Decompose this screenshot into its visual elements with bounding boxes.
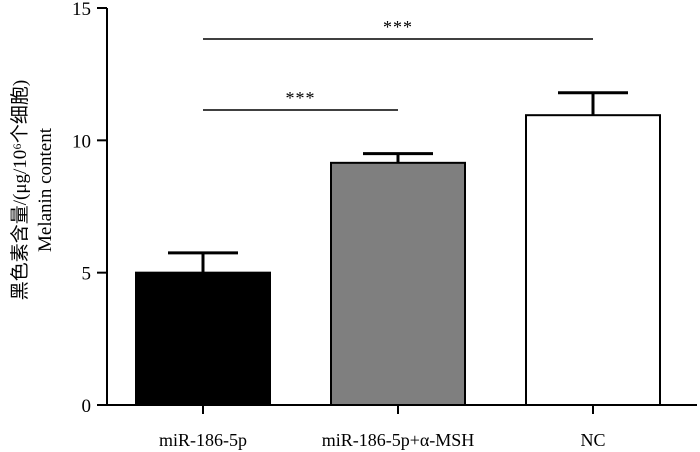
bar-2 [525,114,661,406]
bars [135,114,661,406]
x-category-label-1: miR-186-5p+α-MSH [322,430,475,450]
y-tick-label-15: 15 [72,0,91,20]
labels: 0 5 10 15 miR-186-5p miR-186-5p+α-MSH NC 黑色素含量/… [9,0,606,450]
significance-label-0: *** [286,88,316,108]
error-bars [168,91,628,273]
bar-0 [135,271,271,406]
significance-label-1: *** [383,17,413,37]
y-tick-label-0: 0 [82,396,92,417]
y-axis-title-en: Melanin content [35,127,56,252]
y-axis-title-cn: 黑色素含量/(μg/10⁶个细胞) [9,80,31,301]
x-category-label-2: NC [580,430,605,450]
x-category-label-0: miR-186-5p [159,430,247,450]
y-tick-label-5: 5 [82,264,92,285]
bar-1 [330,161,466,406]
significance-annotations: *** *** [203,17,593,111]
y-tick-label-10: 10 [72,131,91,152]
